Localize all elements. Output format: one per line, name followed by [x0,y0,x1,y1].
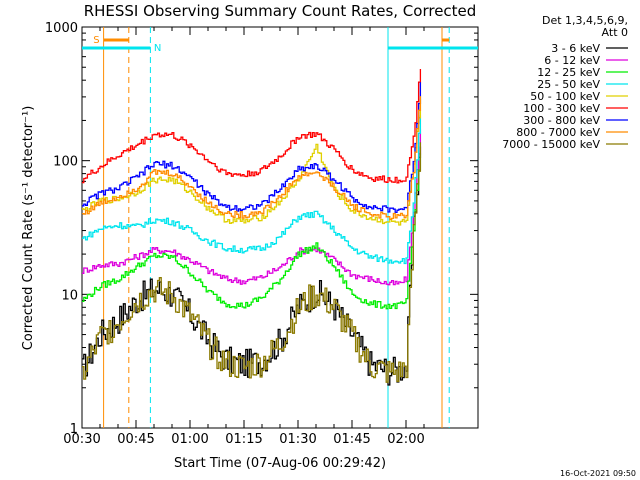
series-line [82,96,422,221]
y-tick-label: 1000 [45,21,78,36]
legend-entry: 7000 - 15000 keV [502,138,600,151]
legend-entry: 3 - 6 keV [551,42,600,55]
series-line [82,82,422,214]
x-tick-label: 00:45 [117,432,154,447]
y-axis-label: Corrected Count Rate (s⁻¹ detector⁻¹) [21,106,36,351]
plot-area: 1 10 100 1000 00:30 00:45 01:00 01:15 01:30 01:45… [45,21,479,447]
y-tick-label: 100 [53,155,78,170]
legend-entry: 100 - 300 keV [523,102,600,115]
series-line [82,98,422,226]
legend-entry: 12 - 25 keV [537,66,600,79]
series-line [82,153,422,310]
legend-entry: 6 - 12 keV [544,54,600,67]
footer-date: 16-Oct-2021 09:50 [560,469,636,478]
y-tick-label: 1 [70,422,78,437]
y-tick-label: 10 [61,288,78,303]
x-axis-label: Start Time (07-Aug-06 00:29:42) [174,456,386,471]
x-tick-label: 01:15 [225,432,262,447]
x-tick-label: 01:30 [279,432,316,447]
legend-entry: 800 - 7000 keV [516,126,600,139]
legend-header: Det 1,3,4,5,6,9, [542,14,628,27]
chart-title: RHESSI Observing Summary Count Rates, Co… [84,2,477,20]
series-line [82,142,422,383]
annotation-label: N [154,43,161,54]
legend-entry: 25 - 50 keV [537,78,600,91]
series-line [82,146,422,386]
x-tick-label: 02:00 [387,432,424,447]
x-tick-label: 01:00 [171,432,208,447]
series-line [82,69,422,184]
legend-entry: 50 - 100 keV [530,90,600,103]
series-line [82,129,422,286]
x-tick-label: 01:45 [333,432,370,447]
series-line [82,115,422,265]
legend-header: Att 0 [602,26,628,39]
annotation-label: S [93,35,99,46]
x-tick-label: 00:30 [63,432,100,447]
legend-entry: 300 - 800 keV [523,114,600,127]
